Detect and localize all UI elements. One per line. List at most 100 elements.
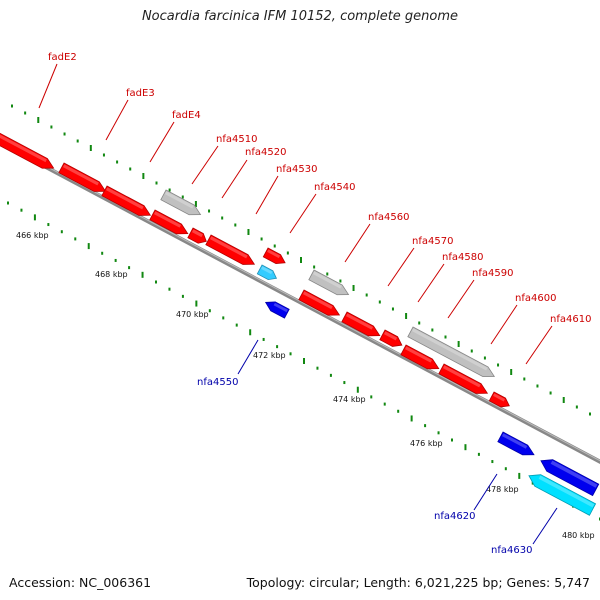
leader-line-nfa4540 (289, 193, 317, 234)
map-title: Nocardia farcinica IFM 10152, complete g… (141, 9, 459, 24)
tick-mark (562, 397, 565, 403)
gene-body (488, 391, 510, 408)
gene-highlight (261, 266, 273, 275)
tick-mark (168, 287, 171, 291)
gene-track (0, 127, 600, 516)
gene-label-nfa4520[interactable]: nfa4520 (245, 147, 286, 158)
gene-label-nfa4620[interactable]: nfa4620 (434, 511, 475, 522)
gene-label-nfa4510[interactable]: nfa4510 (216, 134, 257, 145)
tick-mark (510, 369, 513, 375)
gene-arrow-nfa4610[interactable] (400, 344, 441, 373)
tick-mark (102, 153, 105, 157)
leader-line-nfa4630 (532, 507, 558, 545)
tick-mark (518, 472, 521, 479)
gene-label-fadE3[interactable]: fadE3 (126, 88, 155, 99)
gene-arrow-nfa4520[interactable] (149, 209, 190, 238)
tick-mark (141, 271, 144, 278)
tick-mark (326, 272, 329, 276)
gene-label-nfa4570[interactable]: nfa4570 (412, 236, 453, 247)
tick-mark (470, 349, 473, 353)
gene-arrow-nfa4560[interactable] (308, 269, 351, 299)
gene-arrow-nfa4590[interactable] (379, 329, 405, 350)
gene-highlight (267, 249, 281, 259)
tick-mark (249, 329, 252, 336)
gene-label-nfa4550[interactable]: nfa4550 (197, 377, 238, 388)
tick-mark (329, 373, 332, 377)
gene-labels: fadE2 fadE3 fadE4 nfa4510 nfa4520 nfa4530 nfa4… (38, 52, 591, 556)
gene-arrow-fadE2[interactable] (0, 127, 56, 173)
gene-highlight (493, 393, 506, 402)
tick-mark (114, 258, 117, 262)
gene-body (264, 301, 290, 319)
gene-label-nfa4530[interactable]: nfa4530 (276, 164, 317, 175)
gene-arrow-nfa4550[interactable] (263, 298, 290, 319)
accession-text: Accession: NC_006361 (9, 575, 152, 590)
gene-highlight (501, 433, 528, 449)
tick-mark (262, 337, 265, 341)
gene-label-nfa4540[interactable]: nfa4540 (314, 182, 355, 193)
gene-highlight (153, 211, 182, 228)
gene-arrow-nfa4530[interactable] (187, 227, 209, 246)
gene-body (528, 474, 597, 516)
tick-mark (128, 266, 131, 270)
tick-mark (491, 460, 494, 464)
gene-arrow-fadE3[interactable] (58, 162, 108, 196)
gene-arrow-nfa4580[interactable] (341, 311, 382, 340)
gene-arrow-nfa4610[interactable] (438, 363, 490, 398)
tick-mark (316, 366, 319, 370)
gene-arrow-nfa4540[interactable] (256, 264, 278, 283)
gene-highlight (538, 475, 595, 508)
gene-label-nfa4610[interactable]: nfa4610 (550, 314, 591, 325)
gene-label-nfa4590[interactable]: nfa4590 (472, 268, 513, 279)
tick-mark (76, 139, 79, 143)
tick-mark (33, 214, 36, 221)
tick-mark (195, 300, 198, 307)
gene-label-nfa4630[interactable]: nfa4630 (491, 545, 532, 556)
gene-label-nfa4600[interactable]: nfa4600 (515, 293, 556, 304)
tick-mark (549, 391, 552, 395)
gene-arrow-fadE4[interactable] (101, 185, 153, 220)
gene-arrow-nfa4570[interactable] (298, 289, 342, 320)
tick-mark (24, 111, 27, 115)
tick-mark (483, 356, 486, 360)
leader-line-fadE3 (105, 99, 129, 141)
gene-highlight (411, 328, 488, 371)
tick-mark (497, 363, 500, 367)
gene-arrow-nfa4600[interactable] (407, 326, 497, 381)
tick-mark (356, 386, 359, 393)
leader-line-nfa4580 (417, 263, 445, 303)
gene-arrow-nfa4510[interactable] (160, 189, 203, 219)
leader-line-nfa4610 (525, 325, 553, 365)
gene-label-fadE4[interactable]: fadE4 (172, 110, 201, 121)
tick-mark (208, 309, 211, 313)
tick-mark (383, 402, 386, 406)
gene-highlight (191, 229, 203, 238)
tick-mark (339, 279, 342, 283)
leader-line-nfa4600 (490, 304, 518, 345)
gene-highlight (302, 291, 333, 310)
tick-mark (378, 300, 381, 304)
gene-body (341, 311, 381, 337)
tick-label: 476 kbp (410, 439, 443, 448)
tick-label: 474 kbp (333, 395, 366, 404)
gene-arrow-nfa4620[interactable] (538, 455, 600, 497)
gene-arrow-nfa4540[interactable] (205, 234, 257, 269)
tick-mark (50, 125, 53, 129)
gene-arrow-nfa4610[interactable] (488, 391, 511, 410)
tick-label: 478 kbp (486, 485, 519, 494)
tick-mark (451, 438, 453, 442)
tick-mark (260, 237, 263, 241)
gene-label-fadE2[interactable]: fadE2 (48, 52, 77, 63)
gene-arrow-nfa4630[interactable] (526, 470, 597, 516)
gene-label-nfa4580[interactable]: nfa4580 (442, 252, 483, 263)
gene-highlight (345, 313, 374, 330)
gene-arrow-nfa4620[interactable] (497, 431, 537, 460)
gene-label-nfa4560[interactable]: nfa4560 (368, 212, 409, 223)
gene-highlight (442, 365, 481, 388)
gene-body (497, 431, 535, 456)
gene-arrow-nfa4540[interactable] (262, 247, 287, 267)
gene-highlight (312, 271, 342, 289)
tick-mark (536, 384, 539, 388)
